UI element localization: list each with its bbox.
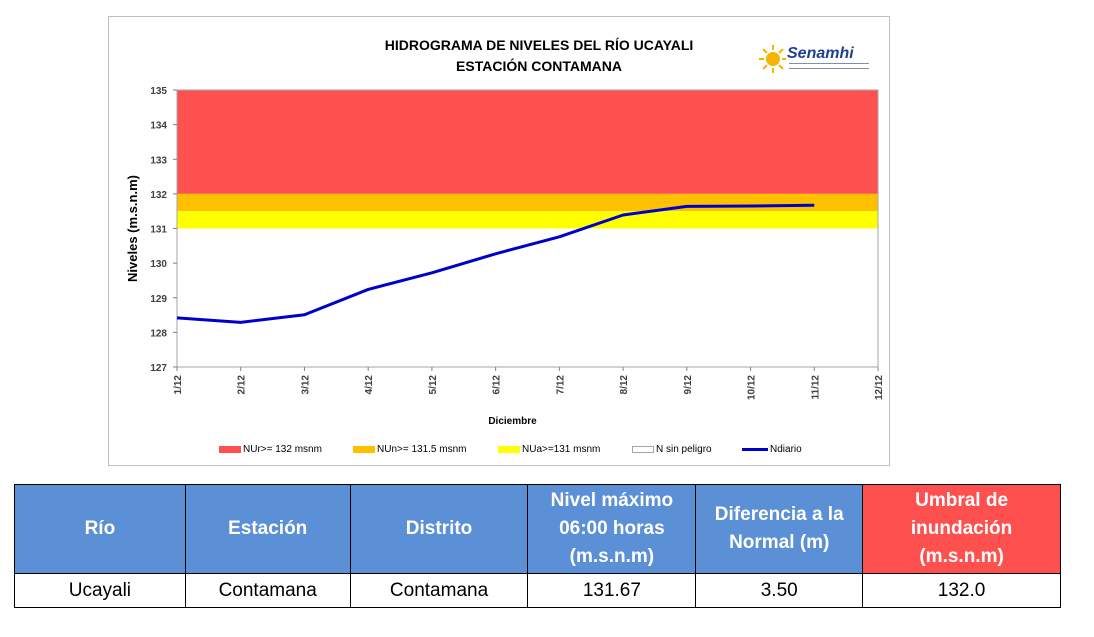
y-tick-label: 135 bbox=[150, 86, 167, 97]
header-umbral-inundacion: Umbral de inundación (m.s.n.m) bbox=[862, 484, 1061, 574]
y-tick-label: 129 bbox=[150, 294, 167, 305]
cell-distrito: Contamana bbox=[349, 573, 529, 608]
chart-title-line1: HIDROGRAMA DE NIVELES DEL RÍO UCAYALI bbox=[384, 37, 694, 53]
legend-line-swatch bbox=[742, 448, 768, 451]
legend-label: Ndiario bbox=[770, 444, 802, 455]
header-rio: Río bbox=[14, 484, 186, 574]
legend-item-yellow: NUa>=131 msnm bbox=[498, 444, 600, 455]
y-axis-title: Niveles (m.s.n.m) bbox=[125, 175, 140, 282]
logo-subtitle-decoration bbox=[789, 63, 869, 69]
x-tick-label: 3/12 bbox=[300, 375, 311, 395]
x-tick-label: 6/12 bbox=[492, 375, 503, 395]
chart-title-line2: ESTACIÓN CONTAMANA bbox=[456, 58, 622, 74]
header-distrito: Distrito bbox=[349, 484, 529, 574]
legend-swatch bbox=[632, 446, 654, 453]
x-tick-label: 2/12 bbox=[237, 375, 248, 395]
legend-item-orange: NUn>= 131.5 msnm bbox=[353, 444, 467, 455]
chart-title: HIDROGRAMA DE NIVELES DEL RÍO UCAYALI ES… bbox=[309, 35, 769, 77]
legend-item-ndiario: Ndiario bbox=[742, 444, 802, 455]
legend-swatch bbox=[498, 446, 520, 453]
threshold-band-3 bbox=[177, 228, 878, 367]
x-tick-label: 4/12 bbox=[364, 375, 375, 395]
cell-rio: Ucayali bbox=[14, 573, 186, 608]
x-axis-title: Diciembre bbox=[488, 416, 537, 427]
header-diferencia-normal: Diferencia a la Normal (m) bbox=[695, 484, 864, 574]
hydrograph-chart: 127 128 129 130 131 132 133 134 135 1/12 2/12 3/12 4… bbox=[125, 86, 885, 427]
y-tick-label: 132 bbox=[150, 190, 167, 201]
logo-text: Senamhi bbox=[787, 45, 854, 62]
table-row: Ucayali Contamana Contamana 131.67 3.50 … bbox=[14, 573, 1061, 608]
chart-frame: 127 128 129 130 131 132 133 134 135 1/12 2/12 3/12 4… bbox=[108, 16, 890, 466]
x-tick-label: 12/12 bbox=[874, 375, 885, 400]
y-tick-label: 133 bbox=[150, 155, 167, 166]
x-tick-label: 1/12 bbox=[173, 375, 184, 395]
x-tick-label: 5/12 bbox=[428, 375, 439, 395]
threshold-band-2 bbox=[177, 211, 878, 229]
cell-diferencia-normal: 3.50 bbox=[695, 573, 864, 608]
senamhi-logo: Senamhi bbox=[759, 39, 869, 79]
table-header-row: Río Estación Distrito Nivel máximo 06:00… bbox=[14, 484, 1061, 574]
legend-label: NUr>= 132 msnm bbox=[243, 444, 322, 455]
cell-umbral-inundacion: 132.0 bbox=[862, 573, 1061, 608]
legend-swatch bbox=[219, 446, 241, 453]
x-tick-label: 8/12 bbox=[619, 375, 630, 395]
legend-swatch bbox=[353, 446, 375, 453]
x-tick-label: 11/12 bbox=[810, 375, 821, 400]
legend-label: N sin peligro bbox=[656, 444, 712, 455]
header-estacion: Estación bbox=[184, 484, 351, 574]
threshold-band-0 bbox=[177, 90, 878, 194]
header-nivel-maximo: Nivel máximo 06:00 horas (m.s.n.m) bbox=[527, 484, 697, 574]
cell-nivel-maximo: 131.67 bbox=[527, 573, 697, 608]
y-tick-label: 128 bbox=[150, 328, 167, 339]
threshold-band-1 bbox=[177, 193, 878, 212]
y-tick-label: 127 bbox=[150, 363, 167, 374]
y-tick-label: 134 bbox=[150, 121, 167, 132]
legend-label: NUn>= 131.5 msnm bbox=[377, 444, 467, 455]
sun-logo-icon bbox=[759, 45, 786, 73]
x-tick-label: 10/12 bbox=[747, 375, 758, 400]
legend-item-red: NUr>= 132 msnm bbox=[219, 444, 322, 455]
y-tick-label: 131 bbox=[150, 225, 167, 236]
y-tick-label: 130 bbox=[150, 259, 167, 270]
legend-label: NUa>=131 msnm bbox=[522, 444, 601, 455]
x-tick-label: 7/12 bbox=[555, 375, 566, 395]
info-table: Río Estación Distrito Nivel máximo 06:00… bbox=[14, 484, 1061, 608]
series-line-ndiario bbox=[176, 203, 815, 324]
legend-item-white: N sin peligro bbox=[632, 444, 712, 455]
cell-estacion: Contamana bbox=[184, 573, 351, 608]
x-tick-label: 9/12 bbox=[683, 375, 694, 395]
